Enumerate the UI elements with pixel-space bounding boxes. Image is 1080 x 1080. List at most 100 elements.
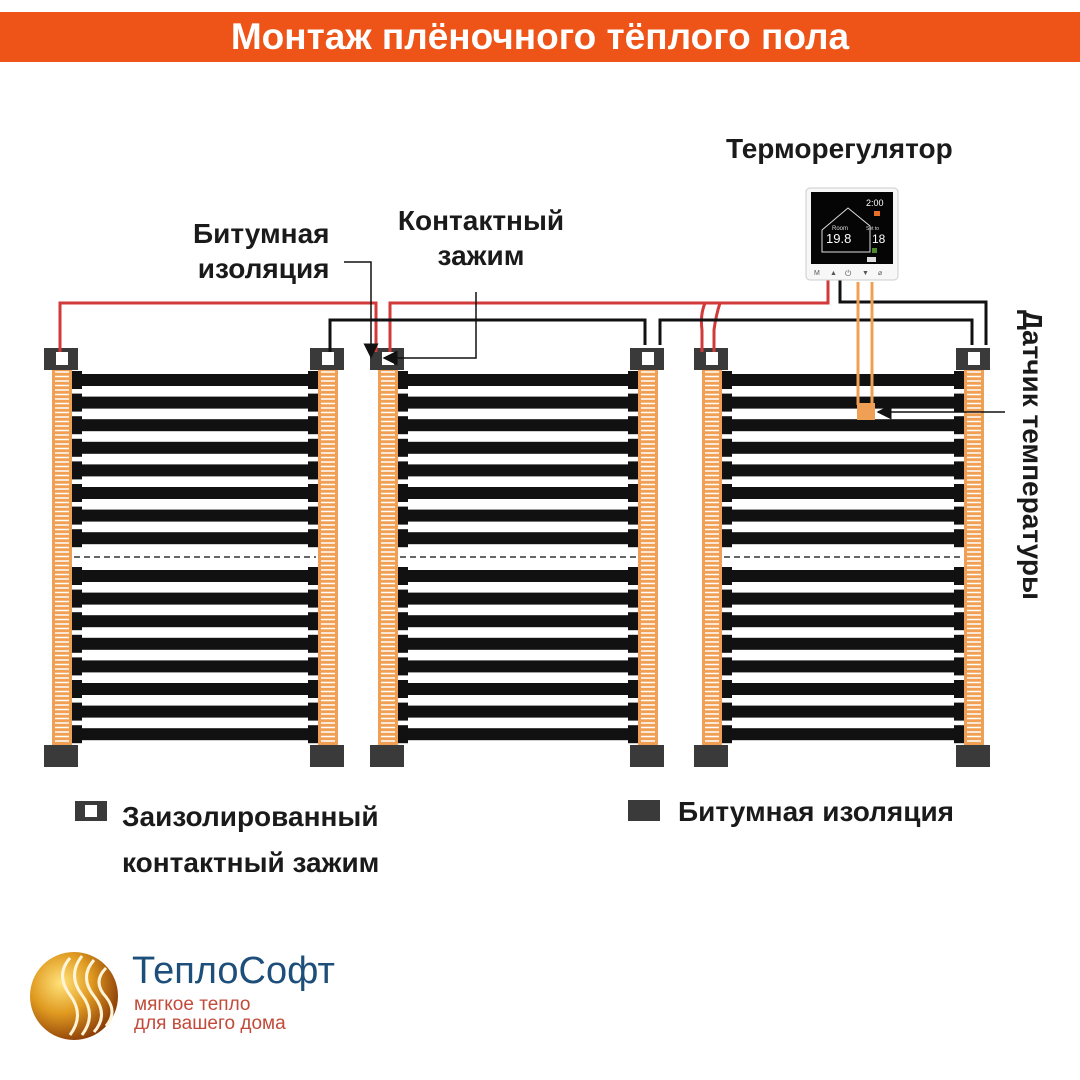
strip-end bbox=[722, 416, 732, 435]
strip-end bbox=[308, 371, 318, 389]
logo-tagline: мягкое тепло для вашего дома bbox=[134, 995, 286, 1033]
strip-end bbox=[722, 589, 732, 608]
carbon-strip bbox=[722, 570, 964, 582]
strip-end bbox=[398, 612, 408, 631]
carbon-strip bbox=[398, 464, 638, 477]
legend-bitumen-icon bbox=[628, 800, 660, 821]
carbon-strip bbox=[398, 509, 638, 522]
svg-text:▼: ▼ bbox=[862, 270, 869, 277]
strip-end bbox=[954, 371, 964, 389]
strip-end bbox=[72, 634, 82, 653]
strip-end bbox=[72, 680, 82, 698]
strip-end bbox=[308, 680, 318, 698]
temperature-sensor bbox=[857, 403, 875, 420]
strip-end bbox=[308, 416, 318, 435]
strip-end bbox=[954, 529, 964, 548]
svg-text:⌀: ⌀ bbox=[878, 270, 882, 277]
strip-end bbox=[398, 725, 408, 744]
svg-text:⏻: ⏻ bbox=[845, 269, 852, 278]
svg-text:18: 18 bbox=[872, 232, 886, 246]
carbon-strip bbox=[398, 419, 638, 432]
strip-end bbox=[954, 612, 964, 631]
strip-end bbox=[72, 371, 82, 389]
carbon-strip bbox=[722, 441, 964, 454]
strip-end bbox=[628, 461, 638, 480]
strip-end bbox=[722, 371, 732, 389]
carbon-strip bbox=[722, 419, 964, 432]
strip-end bbox=[308, 461, 318, 480]
carbon-strip bbox=[398, 660, 638, 673]
bitumen-pointer bbox=[344, 261, 379, 359]
bitumen-label: Битумная изоляция bbox=[193, 216, 330, 286]
bitumen-label-line2: изоляция bbox=[197, 253, 330, 284]
carbon-strip bbox=[722, 374, 964, 386]
thermostat-label: Терморегулятор bbox=[726, 133, 953, 164]
strip-end bbox=[954, 680, 964, 698]
strip-end bbox=[308, 393, 318, 412]
strip-end bbox=[308, 634, 318, 653]
sensor-wire bbox=[856, 282, 874, 405]
strip-end bbox=[308, 702, 318, 721]
carbon-strip bbox=[72, 637, 318, 650]
strip-end bbox=[628, 589, 638, 608]
strip-end bbox=[308, 529, 318, 548]
bitumen-insulation bbox=[44, 745, 78, 767]
bitumen-insulation bbox=[694, 745, 728, 767]
strip-end bbox=[398, 506, 408, 525]
logo-name: ТеплоСофт bbox=[132, 950, 335, 992]
strip-end bbox=[722, 612, 732, 631]
strip-end bbox=[954, 506, 964, 525]
clamp-pointer bbox=[382, 292, 477, 366]
strip-end bbox=[72, 657, 82, 676]
carbon-strip bbox=[72, 464, 318, 477]
carbon-strip bbox=[72, 592, 318, 605]
strip-end bbox=[398, 634, 408, 653]
legend-clamp-icon bbox=[75, 801, 107, 821]
strip-end bbox=[628, 612, 638, 631]
strip-end bbox=[72, 438, 82, 457]
strip-end bbox=[72, 416, 82, 435]
logo-icon bbox=[30, 952, 118, 1040]
carbon-strip bbox=[722, 532, 964, 545]
strip-end bbox=[308, 589, 318, 608]
strip-end bbox=[72, 589, 82, 608]
svg-text:Set to: Set to bbox=[866, 226, 879, 232]
carbon-strip bbox=[398, 728, 638, 741]
carbon-strip bbox=[398, 705, 638, 718]
carbon-strip bbox=[72, 705, 318, 718]
strip-end bbox=[308, 438, 318, 457]
carbon-strip bbox=[722, 683, 964, 695]
strip-end bbox=[722, 657, 732, 676]
strip-end bbox=[72, 529, 82, 548]
strip-end bbox=[398, 567, 408, 585]
phase-wire bbox=[58, 280, 830, 352]
strip-end bbox=[628, 567, 638, 585]
strip-end bbox=[308, 506, 318, 525]
strip-end bbox=[628, 657, 638, 676]
carbon-strip bbox=[722, 615, 964, 628]
strip-end bbox=[628, 371, 638, 389]
carbon-strip bbox=[398, 374, 638, 386]
strip-end bbox=[398, 680, 408, 698]
carbon-strip bbox=[722, 509, 964, 522]
legend-clamp-line2: контактный зажим bbox=[122, 847, 380, 878]
strip-end bbox=[954, 702, 964, 721]
carbon-strip bbox=[722, 728, 964, 741]
strip-end bbox=[954, 484, 964, 502]
carbon-strip bbox=[398, 487, 638, 499]
strip-end bbox=[72, 461, 82, 480]
carbon-strip bbox=[722, 396, 964, 409]
strip-end bbox=[398, 416, 408, 435]
bitumen-insulation bbox=[956, 745, 990, 767]
strip-end bbox=[308, 484, 318, 502]
strip-end bbox=[398, 461, 408, 480]
logo-tagline-line2: для вашего дома bbox=[134, 1013, 286, 1034]
carbon-strip bbox=[72, 570, 318, 582]
carbon-strip bbox=[398, 592, 638, 605]
strip-end bbox=[722, 680, 732, 698]
carbon-strip bbox=[72, 441, 318, 454]
carbon-strip bbox=[72, 374, 318, 386]
carbon-strip bbox=[72, 419, 318, 432]
contact-clamp-hole bbox=[706, 352, 718, 365]
